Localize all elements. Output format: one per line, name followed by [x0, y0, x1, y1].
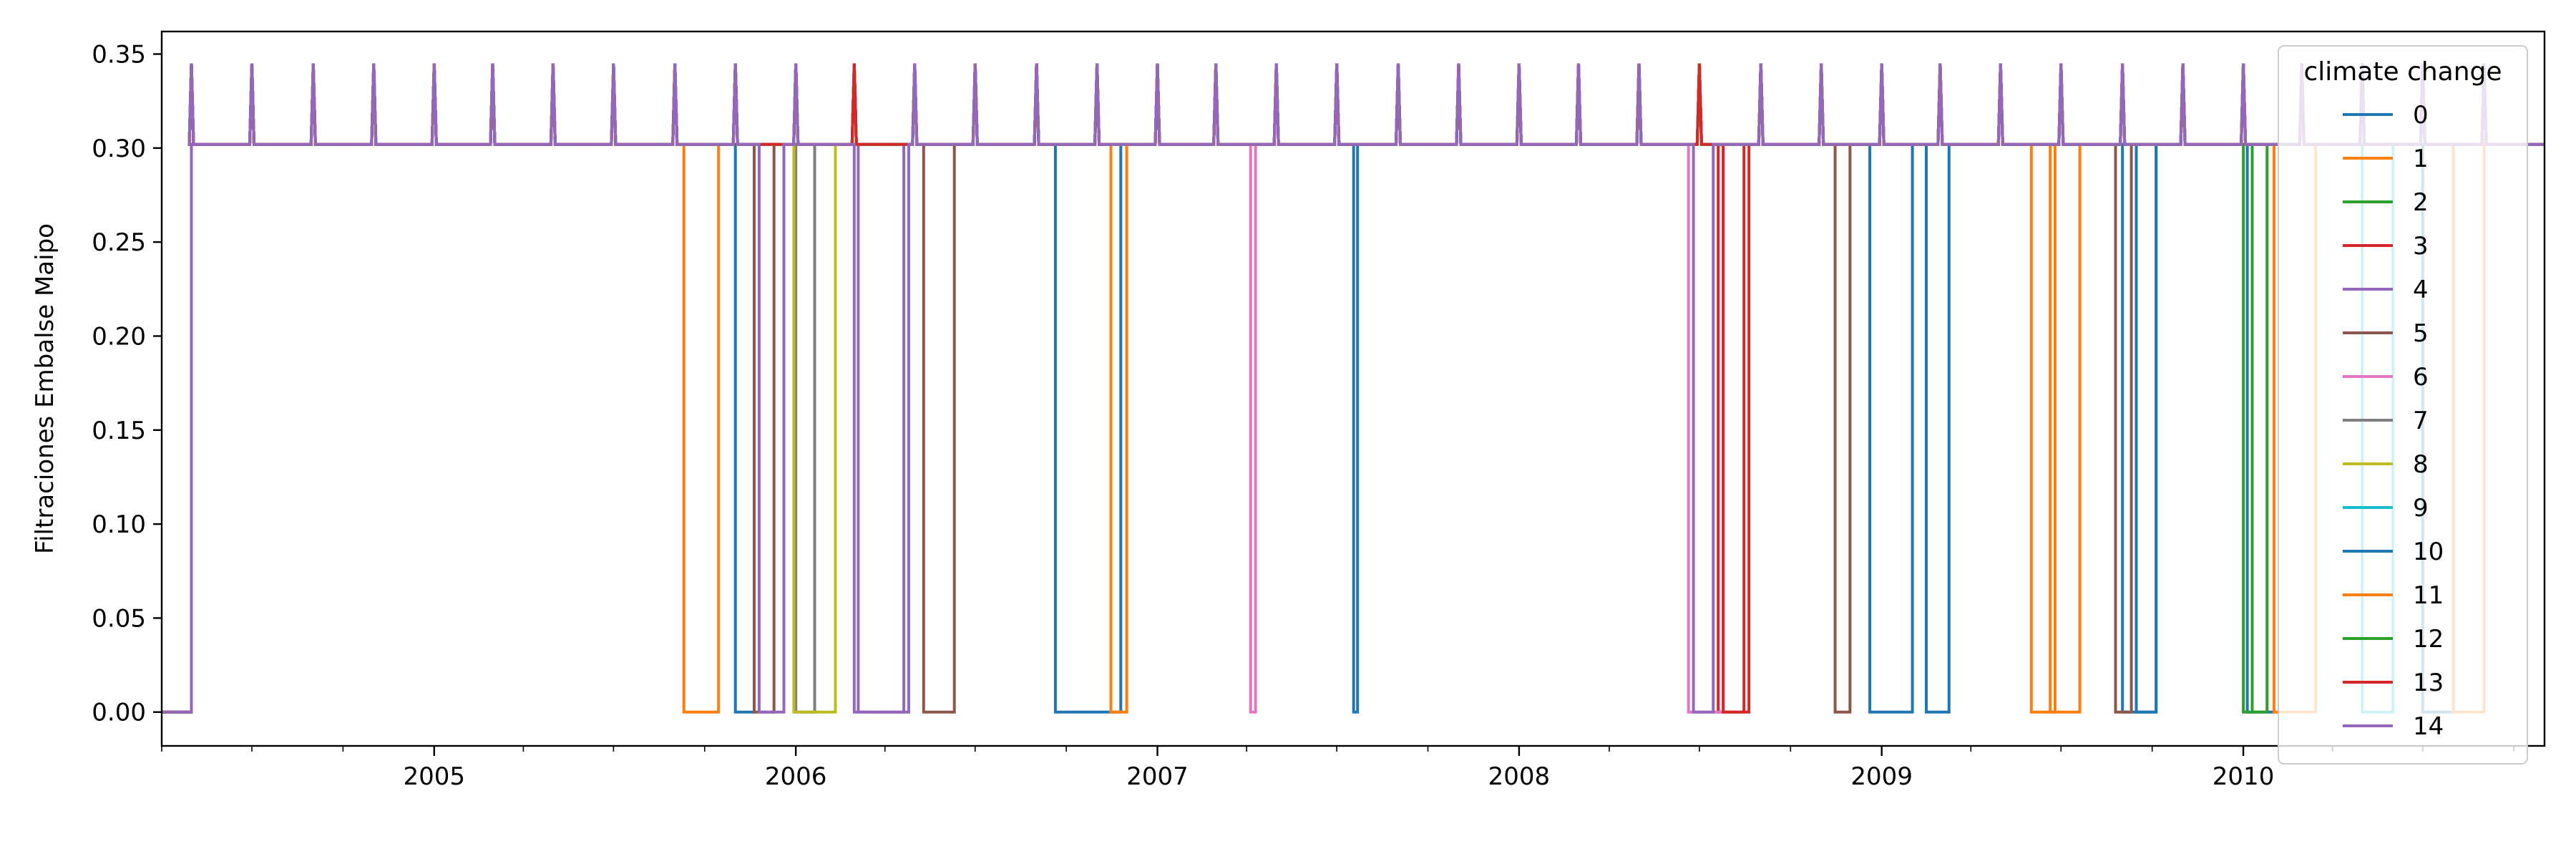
legend-label-9: 9 — [2413, 494, 2429, 523]
x-tick-label: 2007 — [1126, 762, 1189, 791]
x-tick-label: 2005 — [404, 762, 466, 791]
y-tick-label: 0.10 — [92, 510, 146, 539]
x-tick-label: 2010 — [2212, 762, 2275, 791]
legend-label-6: 6 — [2413, 363, 2429, 392]
y-tick-label: 0.25 — [92, 228, 146, 257]
x-tick-label: 2008 — [1488, 762, 1551, 791]
series-line-10 — [162, 63, 2545, 714]
legend-label-13: 13 — [2413, 669, 2444, 697]
x-tick-label: 2006 — [765, 762, 827, 791]
legend-label-1: 1 — [2413, 145, 2429, 173]
y-tick-label: 0.05 — [92, 604, 146, 633]
y-axis-label: Filtraciones Embalse Maipo — [31, 223, 59, 554]
plot-frame — [160, 30, 2546, 747]
legend-title: climate change — [2303, 57, 2502, 87]
legend-label-4: 4 — [2413, 276, 2429, 304]
legend-label-2: 2 — [2413, 188, 2429, 217]
y-tick-label: 0.30 — [92, 135, 146, 163]
legend-box — [2278, 45, 2528, 765]
legend-label-5: 5 — [2413, 319, 2429, 348]
x-tick-label: 2009 — [1850, 762, 1913, 791]
y-tick-label: 0.35 — [92, 41, 146, 69]
series-layer — [162, 63, 2545, 714]
axes-layer: 0.00 0.05 0.10 0.15 0.20 0.25 0.30 0.35 2005 2006… — [31, 30, 2546, 791]
legend-label-11: 11 — [2413, 581, 2444, 610]
legend-label-12: 12 — [2413, 625, 2444, 654]
y-tick-label: 0.20 — [92, 322, 146, 351]
y-tick-label: 0.00 — [92, 699, 146, 727]
legend-label-3: 3 — [2413, 232, 2429, 261]
legend-label-7: 7 — [2413, 407, 2429, 435]
legend-label-14: 14 — [2413, 712, 2444, 741]
legend-label-0: 0 — [2413, 101, 2429, 130]
y-tick-label: 0.15 — [92, 417, 146, 445]
legend-label-8: 8 — [2413, 450, 2429, 479]
series-line-14 — [162, 63, 2545, 714]
legend-label-10: 10 — [2413, 538, 2444, 566]
